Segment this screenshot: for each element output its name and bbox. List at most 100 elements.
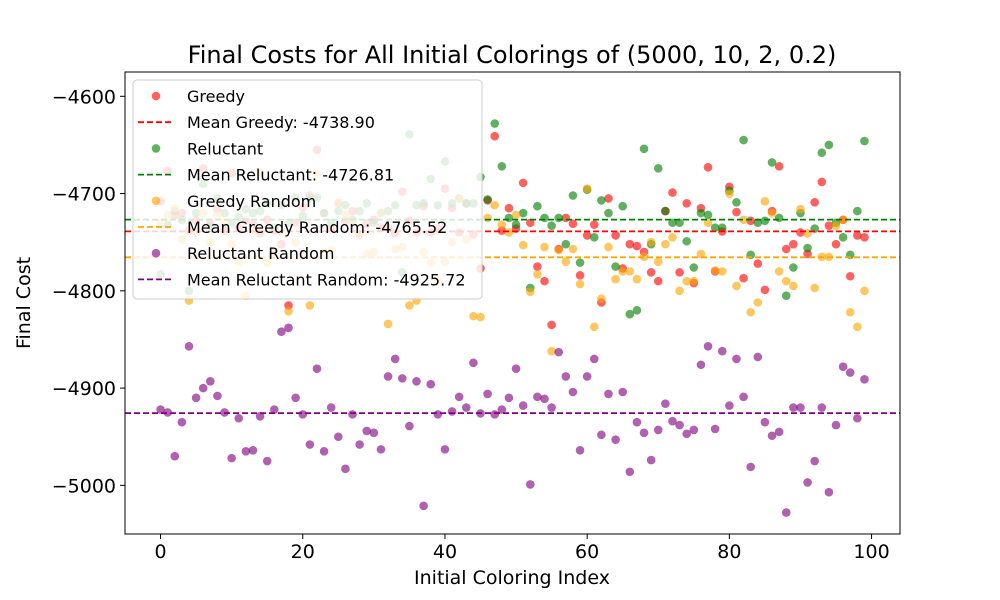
data-point bbox=[604, 208, 613, 218]
data-point bbox=[739, 215, 748, 225]
data-point bbox=[774, 427, 784, 437]
data-point bbox=[853, 231, 862, 240]
data-point bbox=[838, 362, 848, 372]
legend-marker bbox=[151, 144, 161, 153]
data-point bbox=[234, 413, 244, 423]
legend-label: Mean Reluctant Random: -4925.72 bbox=[187, 270, 466, 289]
data-point bbox=[284, 306, 293, 316]
data-point bbox=[760, 197, 770, 206]
data-point bbox=[561, 372, 571, 381]
data-point bbox=[177, 417, 187, 427]
data-point bbox=[355, 440, 364, 449]
data-point bbox=[618, 201, 628, 211]
data-point bbox=[682, 429, 691, 439]
data-point bbox=[426, 379, 436, 389]
data-point bbox=[191, 393, 201, 403]
data-point bbox=[582, 372, 592, 381]
data-point bbox=[568, 219, 578, 229]
legend-label: Greedy bbox=[187, 87, 245, 106]
plot-frame bbox=[124, 71, 901, 535]
data-point bbox=[604, 194, 613, 203]
data-point bbox=[483, 389, 492, 399]
data-point bbox=[860, 286, 869, 296]
data-point bbox=[753, 259, 763, 268]
data-point bbox=[810, 198, 819, 207]
data-point bbox=[476, 312, 485, 322]
data-point bbox=[611, 274, 620, 284]
data-point bbox=[803, 229, 812, 238]
data-point bbox=[497, 162, 507, 171]
data-point bbox=[589, 322, 599, 332]
data-point bbox=[710, 266, 720, 275]
data-point bbox=[689, 425, 699, 435]
data-point bbox=[405, 421, 414, 431]
data-point bbox=[575, 270, 585, 280]
data-point bbox=[703, 341, 713, 351]
data-point bbox=[547, 320, 556, 330]
data-point bbox=[561, 257, 571, 266]
legend-label: Reluctant Random bbox=[187, 244, 334, 263]
data-point bbox=[725, 401, 734, 410]
y-tick-label: −4600 bbox=[52, 86, 116, 108]
data-point bbox=[789, 281, 798, 291]
data-point bbox=[838, 215, 848, 225]
legend-label: Greedy Random bbox=[187, 192, 316, 211]
x-tick-label: 20 bbox=[291, 541, 315, 563]
data-point bbox=[611, 262, 620, 271]
data-point bbox=[661, 239, 670, 249]
data-point bbox=[710, 223, 720, 232]
data-point bbox=[675, 268, 684, 277]
data-point bbox=[781, 508, 791, 517]
data-point bbox=[725, 189, 734, 198]
data-point bbox=[796, 204, 805, 214]
data-point bbox=[604, 389, 613, 399]
data-point bbox=[753, 352, 763, 362]
data-point bbox=[803, 478, 812, 487]
data-point bbox=[703, 218, 713, 228]
data-point bbox=[597, 196, 606, 205]
data-point bbox=[547, 346, 556, 356]
data-point bbox=[433, 410, 443, 419]
x-tick-label: 100 bbox=[853, 541, 889, 563]
data-point bbox=[639, 428, 649, 438]
data-point bbox=[369, 428, 379, 438]
data-point bbox=[739, 135, 748, 145]
data-point bbox=[717, 346, 727, 356]
data-point bbox=[653, 163, 663, 173]
data-point bbox=[469, 311, 478, 321]
data-point bbox=[554, 347, 564, 357]
data-point bbox=[511, 364, 521, 373]
data-point bbox=[653, 257, 663, 266]
data-point bbox=[675, 420, 684, 430]
data-point bbox=[853, 413, 862, 423]
data-point bbox=[461, 403, 471, 412]
data-point bbox=[262, 456, 272, 466]
legend-entry: Mean Greedy: -4738.90 bbox=[138, 113, 375, 132]
data-point bbox=[298, 410, 308, 419]
data-point bbox=[241, 447, 251, 456]
data-point bbox=[440, 445, 450, 454]
data-point bbox=[490, 131, 500, 141]
data-point bbox=[661, 399, 670, 408]
legend-entry: Mean Greedy Random: -4765.52 bbox=[138, 218, 447, 237]
legend: Greedy Mean Greedy: -4738.90 Reluctant Mean… bbox=[132, 79, 483, 300]
data-point bbox=[575, 279, 585, 289]
data-point bbox=[390, 354, 400, 364]
legend-label: Mean Greedy: -4738.90 bbox=[187, 113, 375, 132]
data-point bbox=[774, 213, 784, 223]
data-point bbox=[589, 354, 599, 364]
data-point bbox=[696, 360, 706, 370]
data-point bbox=[632, 274, 642, 284]
data-point bbox=[497, 220, 507, 229]
data-point bbox=[554, 245, 564, 255]
data-point bbox=[547, 403, 556, 412]
data-point bbox=[454, 392, 464, 402]
data-point bbox=[717, 267, 727, 276]
data-point bbox=[639, 252, 649, 262]
legend-box bbox=[132, 79, 483, 300]
data-point bbox=[789, 263, 798, 272]
data-point bbox=[732, 198, 741, 207]
data-point bbox=[469, 358, 478, 368]
data-point bbox=[483, 195, 492, 204]
